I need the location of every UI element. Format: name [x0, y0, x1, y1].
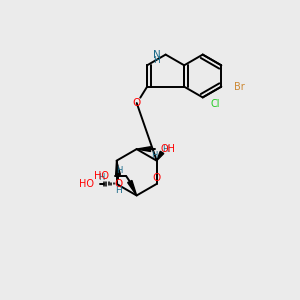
Polygon shape	[136, 147, 151, 152]
Polygon shape	[128, 181, 136, 196]
Text: H: H	[153, 56, 160, 65]
Text: O: O	[133, 98, 141, 108]
Text: O: O	[153, 173, 161, 183]
Text: HO: HO	[79, 179, 94, 189]
Text: H: H	[151, 151, 157, 160]
Polygon shape	[116, 161, 120, 175]
Text: Br: Br	[234, 82, 244, 92]
Text: N: N	[152, 50, 160, 60]
Text: HO: HO	[94, 171, 109, 181]
Text: H: H	[162, 145, 168, 154]
Text: H: H	[98, 173, 105, 182]
Text: H: H	[116, 166, 123, 175]
Text: O: O	[114, 179, 122, 190]
Text: OH: OH	[160, 144, 175, 154]
Text: H: H	[115, 186, 122, 195]
Polygon shape	[157, 151, 164, 161]
Text: Cl: Cl	[210, 99, 220, 109]
